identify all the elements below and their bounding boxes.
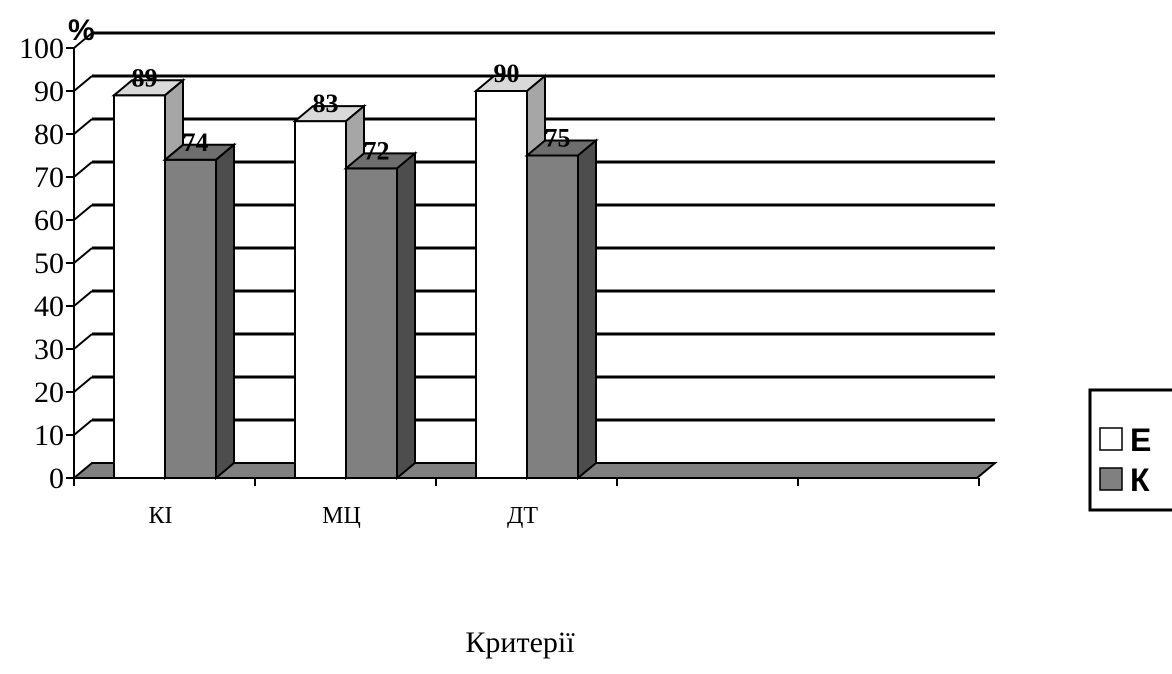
axis-layer: 0 10 20 30 40 50 60 70 80 90 100 КІ МЦ ДТ xyxy=(19,32,980,529)
gridline-depth xyxy=(73,247,93,264)
y-tick-label: 50 xyxy=(34,247,64,280)
bar-front xyxy=(345,167,398,479)
y-axis-unit-label: % xyxy=(68,14,95,47)
legend-label-k: К xyxy=(1130,462,1150,498)
bar xyxy=(343,151,418,481)
x-tick-label: ДТ xyxy=(507,503,538,529)
bar-front xyxy=(526,154,579,479)
gridline-depth xyxy=(73,204,93,221)
bar xyxy=(524,138,599,481)
bar-front xyxy=(294,120,347,479)
gridline-depth xyxy=(73,333,93,350)
y-tick-label: 70 xyxy=(34,161,64,194)
gridline-depth xyxy=(73,419,93,436)
y-tick-label: 80 xyxy=(34,118,64,151)
bar-front xyxy=(113,94,166,480)
gridline-depth xyxy=(73,376,93,393)
legend: Е К xyxy=(1088,388,1172,512)
bar-side xyxy=(215,142,235,481)
bar-front xyxy=(164,158,217,480)
legend-label-e: Е xyxy=(1130,422,1151,458)
legend-swatch-e xyxy=(1099,427,1123,451)
bar-front xyxy=(475,90,528,479)
gridline-depth xyxy=(73,75,93,92)
bar xyxy=(162,142,237,481)
bar-data-label: 83 xyxy=(313,89,339,118)
y-tick-label: 90 xyxy=(34,75,64,108)
legend-swatch-k xyxy=(1099,467,1123,491)
y-tick-label: 20 xyxy=(34,376,64,409)
bar-side xyxy=(577,138,597,481)
y-tick-label: 30 xyxy=(34,333,64,366)
label-layer: 89 74 83 72 90 75 xyxy=(132,59,571,165)
y-tick-label: 10 xyxy=(34,419,64,452)
y-tick-label: 60 xyxy=(34,204,64,237)
bar-data-label: 89 xyxy=(132,63,158,92)
x-axis-title: Критерії xyxy=(465,626,575,659)
x-tick-label: МЦ xyxy=(322,503,361,529)
gridline-depth xyxy=(73,118,93,135)
y-tick-label: 40 xyxy=(34,290,64,323)
x-tick-label: КІ xyxy=(149,503,173,529)
y-tick-label: 0 xyxy=(49,462,64,495)
bar-data-label: 72 xyxy=(364,136,390,165)
bar-side xyxy=(396,151,416,481)
bar-data-label: 90 xyxy=(494,59,520,88)
gridline-depth xyxy=(73,32,93,49)
gridline-depth xyxy=(73,161,93,178)
bar-data-label: 74 xyxy=(183,128,209,157)
gridline-depth xyxy=(73,290,93,307)
bar-layer xyxy=(111,73,599,481)
bar-data-label: 75 xyxy=(545,124,571,153)
y-tick-label: 100 xyxy=(19,32,64,65)
